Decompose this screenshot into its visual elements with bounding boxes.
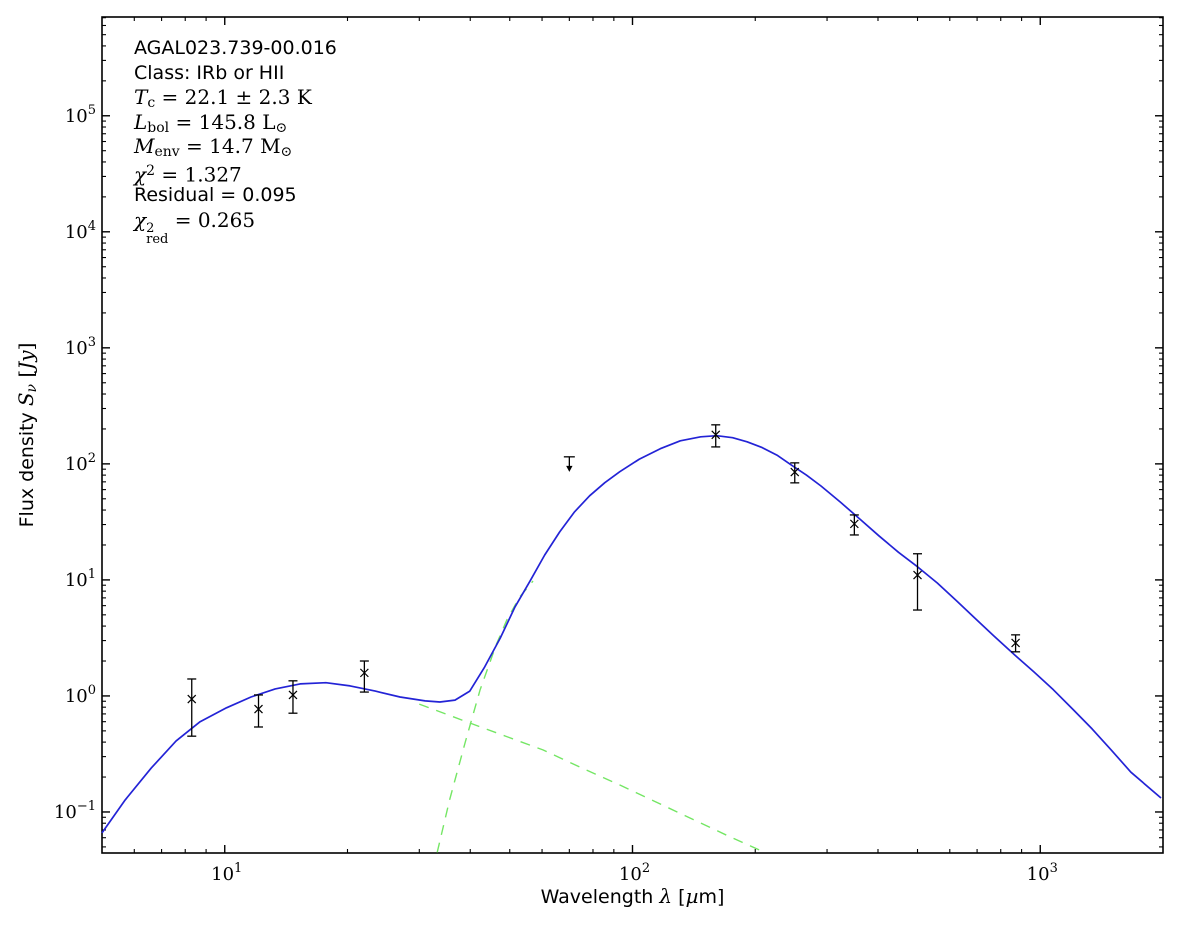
text-run: = 0.265 [168,207,256,232]
text-run: c [147,95,156,112]
text-run: = 22.1 ± 2.3 K [155,85,312,109]
text-run: ⊙ [280,144,293,161]
annotation-line: AGAL023.739-00.016 [134,36,337,61]
text-run: L [134,109,148,134]
annotation-line: χ 2 red = 0.265 [134,207,337,247]
text-run: = 14.7 M [179,134,281,158]
text-run: χ [134,207,147,232]
x-tick-label: 101 [211,861,242,885]
data-point-marker [187,678,197,737]
text-run: Residual = 0.095 [134,184,297,206]
y-tick-label: 104 [65,219,96,243]
fit-annotation: AGAL023.739-00.016 Class: IRb or HII Tc = … [134,36,337,247]
text-run: Jy [13,350,38,370]
data-point-marker [359,660,369,693]
text-run: χ [134,161,147,186]
y-axis-title: Flux density Sν [Jy] [14,343,40,528]
text-run: bol [147,119,170,136]
x-axis-title: Wavelength λ [µm] [102,884,1163,908]
data-point-marker [711,424,721,448]
x-tick-label: 102 [619,861,650,885]
data-point-marker [849,514,859,536]
data-point-marker [1011,634,1021,653]
hot-component-curve [419,703,766,854]
text-run: [ [672,886,686,908]
text-run: Wavelength [540,886,660,908]
text-run: 2 [146,162,156,179]
x-tick-label: 103 [1027,861,1058,885]
text-run: T [134,85,148,109]
y-tick-label: 103 [65,335,96,359]
annotation-line: Lbol = 145.8 L⊙ [134,109,337,136]
text-run: Flux density [15,406,38,528]
upper-limit-marker [563,456,575,472]
annotation-line: Residual = 0.095 [134,183,337,208]
total-fit-curve [101,434,1162,834]
y-tick-label: 100 [65,683,96,707]
axis-ticks [102,17,1163,853]
text-run: = 145.8 L [169,109,276,134]
stacked-scripts: 2 red [146,221,169,248]
text-run: µ [685,884,699,908]
text-run: = 1.327 [155,161,242,186]
data-point-marker [790,462,800,484]
y-tick-label: 105 [65,103,96,127]
text-run: ] [13,342,38,351]
annotation-line: Menv = 14.7 M⊙ [134,134,337,161]
text-run: ⊙ [275,119,288,136]
annotation-line: Tc = 22.1 ± 2.3 K [134,85,337,112]
cold-component-curve [436,580,534,853]
text-run: λ [659,884,673,908]
y-tick-label: 10−1 [54,799,96,823]
data-point-marker [254,694,264,728]
tick-labels: 101 102 103 10−1 100 101 102 103 104 105 [54,103,1058,885]
text-run: AGAL023.739-00.016 [134,37,337,59]
text-run: env [154,144,180,161]
text-run: m] [698,886,725,908]
data-points [187,424,1021,737]
text-run: [ [13,369,38,384]
y-tick-label: 102 [65,451,96,475]
data-point-marker [913,553,923,611]
y-tick-label: 101 [65,567,96,591]
data-point-marker [288,680,298,714]
annotation-line: χ2 = 1.327 [134,159,337,186]
text-run: S [13,392,38,407]
text-run: Class: IRb or HII [134,61,285,84]
text-run: ν [24,383,41,393]
annotation-line: Class: IRb or HII [134,61,337,86]
text-run: M [134,134,155,158]
